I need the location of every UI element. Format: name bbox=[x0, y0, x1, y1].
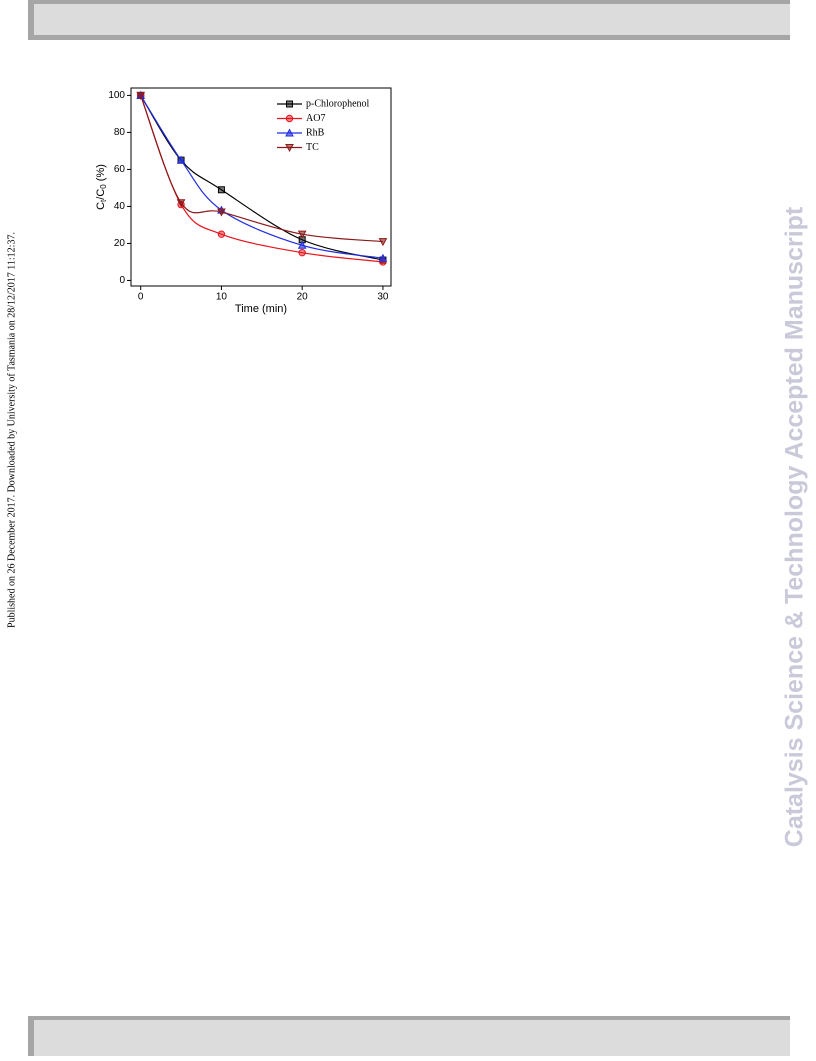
marker bbox=[217, 186, 225, 194]
marker bbox=[217, 208, 226, 217]
x-tick-label: 10 bbox=[216, 292, 228, 303]
y-axis-label-part: 0 bbox=[99, 184, 108, 189]
plot-frame bbox=[130, 87, 392, 287]
marker bbox=[176, 199, 186, 208]
y-axis-label-part: /C bbox=[95, 189, 107, 200]
marker bbox=[176, 155, 186, 164]
series-line bbox=[140, 95, 383, 243]
watermark: Catalysis Science & Technology Accepted … bbox=[781, 206, 809, 847]
sidebar-text: Published on 26 December 2017. Downloade… bbox=[6, 232, 17, 628]
legend-marker bbox=[285, 128, 294, 137]
marker bbox=[297, 230, 307, 239]
x-axis-label: Time (min) bbox=[235, 303, 287, 315]
x-tick-label: 20 bbox=[297, 292, 309, 303]
y-axis-label: Ct/C0 (%) bbox=[95, 164, 108, 210]
x-tick-label: 0 bbox=[138, 292, 144, 303]
header-bar bbox=[34, 4, 790, 35]
y-tick-label: 40 bbox=[114, 201, 126, 212]
series-line bbox=[140, 95, 384, 259]
legend-label: RhB bbox=[306, 127, 325, 138]
legend-marker bbox=[285, 114, 294, 123]
legend-marker bbox=[285, 144, 294, 153]
x-tick-label: 30 bbox=[377, 292, 389, 303]
series-line bbox=[140, 95, 384, 261]
y-tick-label: 80 bbox=[114, 127, 126, 138]
y-tick-label: 60 bbox=[114, 164, 126, 175]
footer-bar bbox=[34, 1020, 790, 1056]
marker bbox=[378, 238, 388, 247]
marker bbox=[298, 248, 306, 257]
marker bbox=[217, 230, 226, 238]
y-tick-label: 0 bbox=[119, 275, 125, 286]
y-tick-label: 20 bbox=[114, 238, 126, 249]
legend-label: p-Chlorophenol bbox=[306, 98, 370, 109]
y-tick-label: 100 bbox=[108, 90, 125, 101]
series-line bbox=[140, 95, 383, 263]
y-axis-label-part: t bbox=[99, 199, 108, 202]
marker bbox=[378, 253, 388, 262]
legend-label: AO7 bbox=[306, 113, 325, 124]
legend-marker bbox=[286, 100, 293, 108]
legend-label: TC bbox=[306, 142, 319, 153]
y-axis-label-part: (%) bbox=[95, 164, 107, 184]
marker bbox=[297, 240, 307, 249]
marker bbox=[136, 91, 146, 100]
y-axis-label-part: C bbox=[95, 202, 107, 210]
